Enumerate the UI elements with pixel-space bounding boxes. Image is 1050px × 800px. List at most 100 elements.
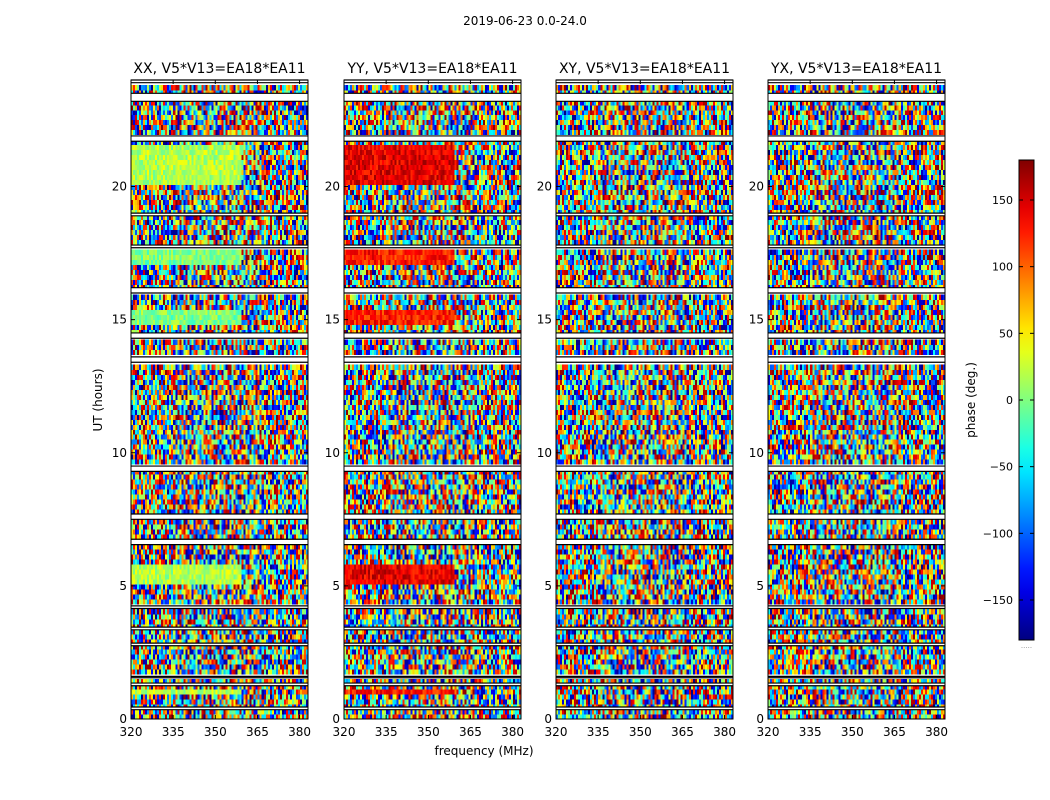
flagged-band xyxy=(768,707,945,710)
flagged-band xyxy=(131,466,308,472)
flagged-band xyxy=(556,80,733,83)
flagged-band xyxy=(344,605,521,609)
y-tick-label: 10 xyxy=(749,446,764,460)
flagged-band xyxy=(344,287,521,293)
flagged-band xyxy=(556,707,733,710)
panel-title: XX, V5*V13=EA18*EA11 xyxy=(133,61,305,77)
flagged-band xyxy=(556,213,733,216)
flagged-band xyxy=(131,627,308,630)
flagged-band xyxy=(556,332,733,339)
y-tick-label: 10 xyxy=(325,446,340,460)
heatmap-yy xyxy=(344,84,522,720)
flagged-band xyxy=(344,539,521,545)
heatmap-xy xyxy=(556,84,734,720)
x-tick-label: 335 xyxy=(375,725,398,739)
y-tick-label: 15 xyxy=(537,313,552,327)
colorbar-tick-label: −150 xyxy=(983,594,1013,607)
x-tick-label: 365 xyxy=(459,725,482,739)
y-tick-label: 15 xyxy=(325,313,340,327)
flagged-band xyxy=(131,676,308,678)
flagged-band xyxy=(768,513,945,520)
flagged-band xyxy=(131,135,308,142)
flagged-band xyxy=(768,627,945,630)
colorbar-tick-label: 0 xyxy=(1006,394,1013,407)
flagged-band xyxy=(556,93,733,102)
panel-xx: XX, V5*V13=EA18*EA11 320 335 350 365 380 0 5 10 1… xyxy=(112,61,311,739)
flagged-band xyxy=(131,683,308,686)
flagged-band xyxy=(556,245,733,248)
colorbar-tick-label: 150 xyxy=(992,194,1013,207)
flagged-band xyxy=(768,676,945,678)
flagged-band xyxy=(131,332,308,339)
y-tick-label: 15 xyxy=(749,313,764,327)
x-tick-label: 365 xyxy=(883,725,906,739)
x-tick-label: 380 xyxy=(925,725,948,739)
y-tick-label: 5 xyxy=(544,579,552,593)
colorbar-tick-label: −50 xyxy=(990,461,1013,474)
flagged-band xyxy=(344,80,521,83)
x-tick-label: 350 xyxy=(204,725,227,739)
x-tick-label: 350 xyxy=(841,725,864,739)
flagged-band xyxy=(344,245,521,248)
flagged-band xyxy=(131,605,308,609)
flagged-band xyxy=(344,683,521,686)
flagged-band xyxy=(131,643,308,646)
flagged-band xyxy=(344,332,521,339)
panel-title: YY, V5*V13=EA18*EA11 xyxy=(346,61,517,77)
flagged-band xyxy=(344,135,521,142)
y-tick-label: 0 xyxy=(544,712,552,726)
flagged-band xyxy=(556,643,733,646)
flagged-band xyxy=(556,356,733,363)
axes-frame xyxy=(130,79,309,720)
y-axis-label: UT (hours) xyxy=(91,368,105,431)
panel-yy: YY, V5*V13=EA18*EA11 320 335 350 365 380 0 5 10 1… xyxy=(325,61,524,739)
flagged-band xyxy=(768,683,945,686)
panel-title: YX, V5*V13=EA18*EA11 xyxy=(770,61,942,77)
flagged-band xyxy=(131,513,308,520)
y-tick-label: 0 xyxy=(119,712,127,726)
flagged-band xyxy=(131,245,308,248)
colorbar-tick-label: −100 xyxy=(983,527,1013,540)
flagged-band xyxy=(344,93,521,102)
flagged-band xyxy=(556,539,733,545)
y-tick-label: 10 xyxy=(112,446,127,460)
y-tick-label: 5 xyxy=(756,579,764,593)
x-tick-label: 350 xyxy=(417,725,440,739)
axes-frame xyxy=(555,79,734,720)
y-tick-label: 5 xyxy=(332,579,340,593)
flagged-band xyxy=(768,643,945,646)
flagged-band xyxy=(768,539,945,545)
colorbar-tick-label: 50 xyxy=(999,327,1013,340)
y-tick-label: 20 xyxy=(325,180,340,194)
y-tick-label: 10 xyxy=(537,446,552,460)
colorbar-label: phase (deg.) xyxy=(964,362,978,438)
x-tick-label: 320 xyxy=(333,725,356,739)
flagged-band xyxy=(131,213,308,216)
flagged-band xyxy=(344,627,521,630)
x-tick-label: 365 xyxy=(246,725,269,739)
flagged-band xyxy=(768,356,945,363)
colorbar-bottom-marker: ..... xyxy=(1021,642,1032,650)
y-tick-label: 0 xyxy=(756,712,764,726)
flagged-band xyxy=(344,643,521,646)
panel-xy: XY, V5*V13=EA18*EA11 320 335 350 365 380 0 5 10 1… xyxy=(537,61,736,739)
flagged-band xyxy=(131,287,308,293)
x-tick-label: 320 xyxy=(120,725,143,739)
axes-frame xyxy=(767,79,946,720)
x-axis-label: frequency (MHz) xyxy=(434,744,533,758)
y-tick-label: 20 xyxy=(749,180,764,194)
flagged-band xyxy=(768,466,945,472)
x-tick-label: 320 xyxy=(545,725,568,739)
flagged-band xyxy=(556,135,733,142)
y-tick-label: 15 xyxy=(112,313,127,327)
y-tick-label: 0 xyxy=(332,712,340,726)
axes-frame xyxy=(343,79,522,720)
x-tick-label: 380 xyxy=(713,725,736,739)
x-tick-label: 320 xyxy=(757,725,780,739)
flagged-band xyxy=(131,707,308,710)
flagged-band xyxy=(556,287,733,293)
flagged-band xyxy=(344,513,521,520)
flagged-band xyxy=(556,466,733,472)
colorbar: 150 100 50 0 −50 −100 −150 phase (deg.)..... xyxy=(964,159,1035,650)
